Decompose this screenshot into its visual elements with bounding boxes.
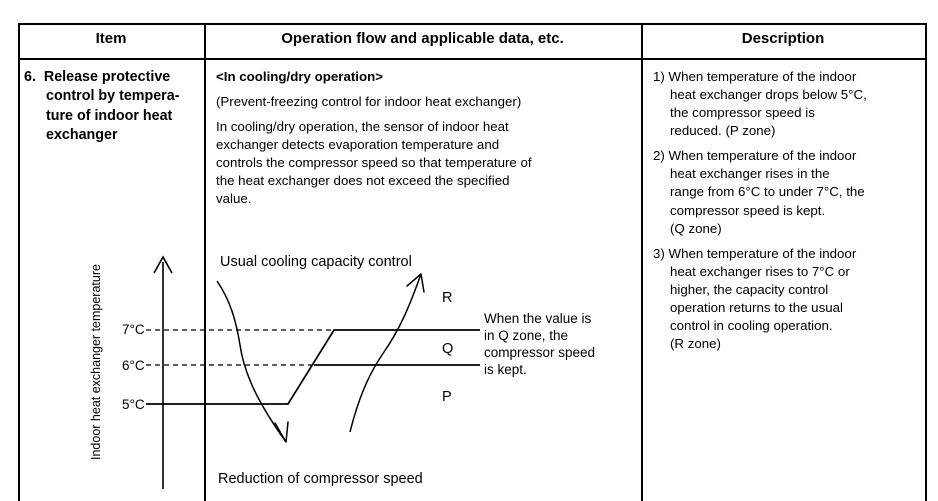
svg-text:6°C: 6°C xyxy=(122,358,145,373)
svg-text:in Q zone, the: in Q zone, the xyxy=(484,328,568,343)
svg-text:Q: Q xyxy=(442,341,453,357)
svg-text:Indoor heat exchanger temperat: Indoor heat exchanger temperature xyxy=(89,264,103,460)
svg-text:When the value is: When the value is xyxy=(484,311,592,326)
svg-text:5°C: 5°C xyxy=(122,397,145,412)
svg-text:Reduction of compressor speed: Reduction of compressor speed xyxy=(218,471,423,487)
svg-text:compressor speed: compressor speed xyxy=(484,345,595,360)
svg-text:is kept.: is kept. xyxy=(484,362,527,377)
svg-text:Usual cooling capacity control: Usual cooling capacity control xyxy=(220,254,412,270)
svg-text:P: P xyxy=(442,389,452,405)
svg-text:7°C: 7°C xyxy=(122,322,145,337)
svg-text:R: R xyxy=(442,290,452,306)
